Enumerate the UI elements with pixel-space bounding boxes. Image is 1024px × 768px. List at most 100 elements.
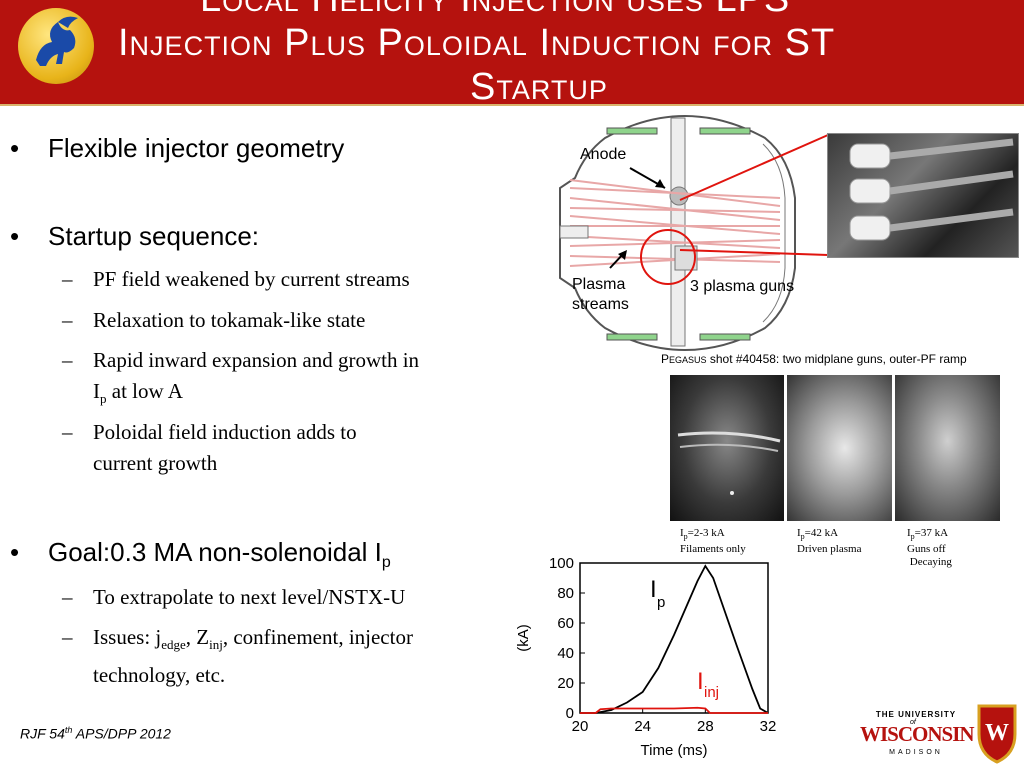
caption-sub: p xyxy=(910,532,915,542)
series-label-ip-sub: p xyxy=(657,594,665,611)
title-line-2-st: ST xyxy=(784,22,836,64)
bullet-dot: • xyxy=(10,537,20,567)
y-tick-label: 20 xyxy=(557,675,574,692)
sub-bullet-rapid-expansion: – Rapid inward expansion and growth in Ip… xyxy=(62,345,523,414)
subscript-edge: edge xyxy=(161,637,186,653)
y-tick-label: 40 xyxy=(557,645,574,662)
dash: – xyxy=(62,585,73,609)
bullet-text: Startup sequence: xyxy=(48,221,260,251)
series-label-iinj-sub: inj xyxy=(704,684,719,701)
issues-text: Issues: j xyxy=(93,625,162,649)
x-tick-label: 20 xyxy=(572,718,589,735)
title-line-2-text: Injection Plus Poloidal Induction for xyxy=(118,22,785,64)
guns-photo-drawing xyxy=(849,138,1014,241)
pegasus-logo xyxy=(18,8,94,84)
sub-bullet-text: To extrapolate to next level/NSTX-U xyxy=(93,585,406,609)
bullet-dot: • xyxy=(10,133,20,163)
bullet-goal: • Goal:0.3 MA non-solenoidal Ip xyxy=(10,537,391,572)
title-line-2: Injection Plus Poloidal Induction for ST xyxy=(118,22,835,64)
y-tick-label: 60 xyxy=(557,615,574,632)
sub-bullet-text: Poloidal field induction adds to xyxy=(93,420,357,444)
sub-bullet-text-cont: at low A xyxy=(111,379,183,403)
series-label-ip: I xyxy=(650,576,657,603)
sub-bullet-text: Rapid inward expansion and growth in xyxy=(93,348,420,372)
sub-bullet-text: Relaxation to tokamak-like state xyxy=(93,308,366,332)
dash: – xyxy=(62,308,73,332)
x-tick-label: 32 xyxy=(760,718,777,735)
sub-bullet-text: PF field weakened by current streams xyxy=(93,267,410,291)
plasma-streams-label: Plasma streams xyxy=(572,275,629,315)
uw-line-3: MADISON xyxy=(889,749,943,756)
uw-name: WISCONSIN xyxy=(860,722,975,746)
dash: – xyxy=(62,348,73,372)
bullet-subscript: p xyxy=(381,554,391,572)
series-line-i-inj xyxy=(580,706,768,714)
title-line-1: Local Helicity Injection uses LPS xyxy=(200,0,790,20)
camera-frame-2 xyxy=(787,375,892,521)
uw-line-1: THE UNIVERSITY xyxy=(875,710,957,719)
photo-caption-3: Ip=37 kA Guns off Decaying xyxy=(907,527,952,569)
pegasus-horse-icon xyxy=(36,16,78,66)
caption-smallcaps: EGASUS xyxy=(669,355,707,365)
caption-value: =2-3 kA xyxy=(687,527,725,539)
camera-frame-1 xyxy=(670,375,784,521)
footer-sup: th xyxy=(64,725,73,735)
anode-label: Anode xyxy=(580,146,627,163)
footer-rest: APS/DPP 2012 xyxy=(72,725,171,742)
camera-frames xyxy=(670,375,1000,521)
bullet-flexible-geometry: • Flexible injector geometry xyxy=(10,133,345,164)
sub-bullet-poloidal-induction: – Poloidal field induction adds to curren… xyxy=(62,417,357,479)
caption-i: I xyxy=(680,527,684,539)
plasma-streams-line-2: streams xyxy=(572,296,629,313)
dash: – xyxy=(62,420,73,444)
caption-desc: Filaments only xyxy=(680,543,746,556)
photo-caption-1: Ip=2-3 kA Filaments only xyxy=(680,527,746,556)
photo-caption-2: Ip=42 kA Driven plasma xyxy=(797,527,861,556)
y-tick-label: 100 xyxy=(549,555,574,572)
uw-crest-icon: W xyxy=(977,704,1017,764)
plasma-streams-line-1: Plasma xyxy=(572,276,626,293)
sub-bullet-relaxation: – Relaxation to tokamak-like state xyxy=(62,305,366,336)
issues-text-rest: , confinement, injector xyxy=(222,625,413,649)
caption-desc: Guns off xyxy=(907,543,946,556)
title-line-3: Startup xyxy=(470,66,608,104)
x-tick-label: 24 xyxy=(634,718,651,735)
filament-streaks xyxy=(677,431,781,495)
y-tick-label: 0 xyxy=(566,705,574,722)
svg-text:W: W xyxy=(985,720,1009,746)
camera-frame-3 xyxy=(895,375,1000,521)
sub-bullet-extrapolate: – To extrapolate to next level/NSTX-U xyxy=(62,582,406,613)
caption-desc-2: Decaying xyxy=(909,556,952,569)
pegasus-shot-caption: PEGASUS shot #40458: two midplane guns, … xyxy=(661,352,967,366)
series-line-i-p xyxy=(580,564,769,714)
caption-desc: Driven plasma xyxy=(797,543,862,556)
plasma-guns-photo xyxy=(827,133,1019,258)
dash: – xyxy=(62,625,73,649)
ip-symbol: Ip xyxy=(93,379,107,407)
caption-i: I xyxy=(797,527,801,539)
bullet-text: Goal:0.3 MA non-solenoidal I xyxy=(48,537,382,567)
sub-bullet-pf-field: – PF field weakened by current streams xyxy=(62,264,410,295)
caption-sub: p xyxy=(683,532,688,542)
y-axis-label: (kA) xyxy=(515,624,532,652)
subscript-inj: inj xyxy=(209,637,223,653)
caption-prefix: P xyxy=(661,352,670,366)
footer-text: RJF 54 xyxy=(20,725,65,742)
uw-wordmark: THE UNIVERSITY of WISCONSIN MADISON xyxy=(860,710,975,762)
plasma-guns-label: 3 plasma guns xyxy=(690,278,795,295)
caption-value: =37 kA xyxy=(914,527,949,539)
caption-sub: p xyxy=(800,532,805,542)
bullet-text: Flexible injector geometry xyxy=(48,133,345,163)
bullet-startup-sequence: • Startup sequence: xyxy=(10,221,260,252)
dash: – xyxy=(62,267,73,291)
series-label-iinj: I xyxy=(697,668,704,695)
issues-text-z: , Z xyxy=(185,625,210,649)
caption-rest: shot #40458: two midplane guns, outer-PF… xyxy=(706,352,967,366)
title-bar: Local Helicity Injection uses LPS Inject… xyxy=(0,0,1024,104)
x-axis-label: Time (ms) xyxy=(641,742,708,759)
footer-citation: RJF 54th APS/DPP 2012 xyxy=(20,725,171,742)
caption-i: I xyxy=(907,527,911,539)
vessel-diagram xyxy=(559,114,796,352)
x-tick-label: 28 xyxy=(697,718,714,735)
